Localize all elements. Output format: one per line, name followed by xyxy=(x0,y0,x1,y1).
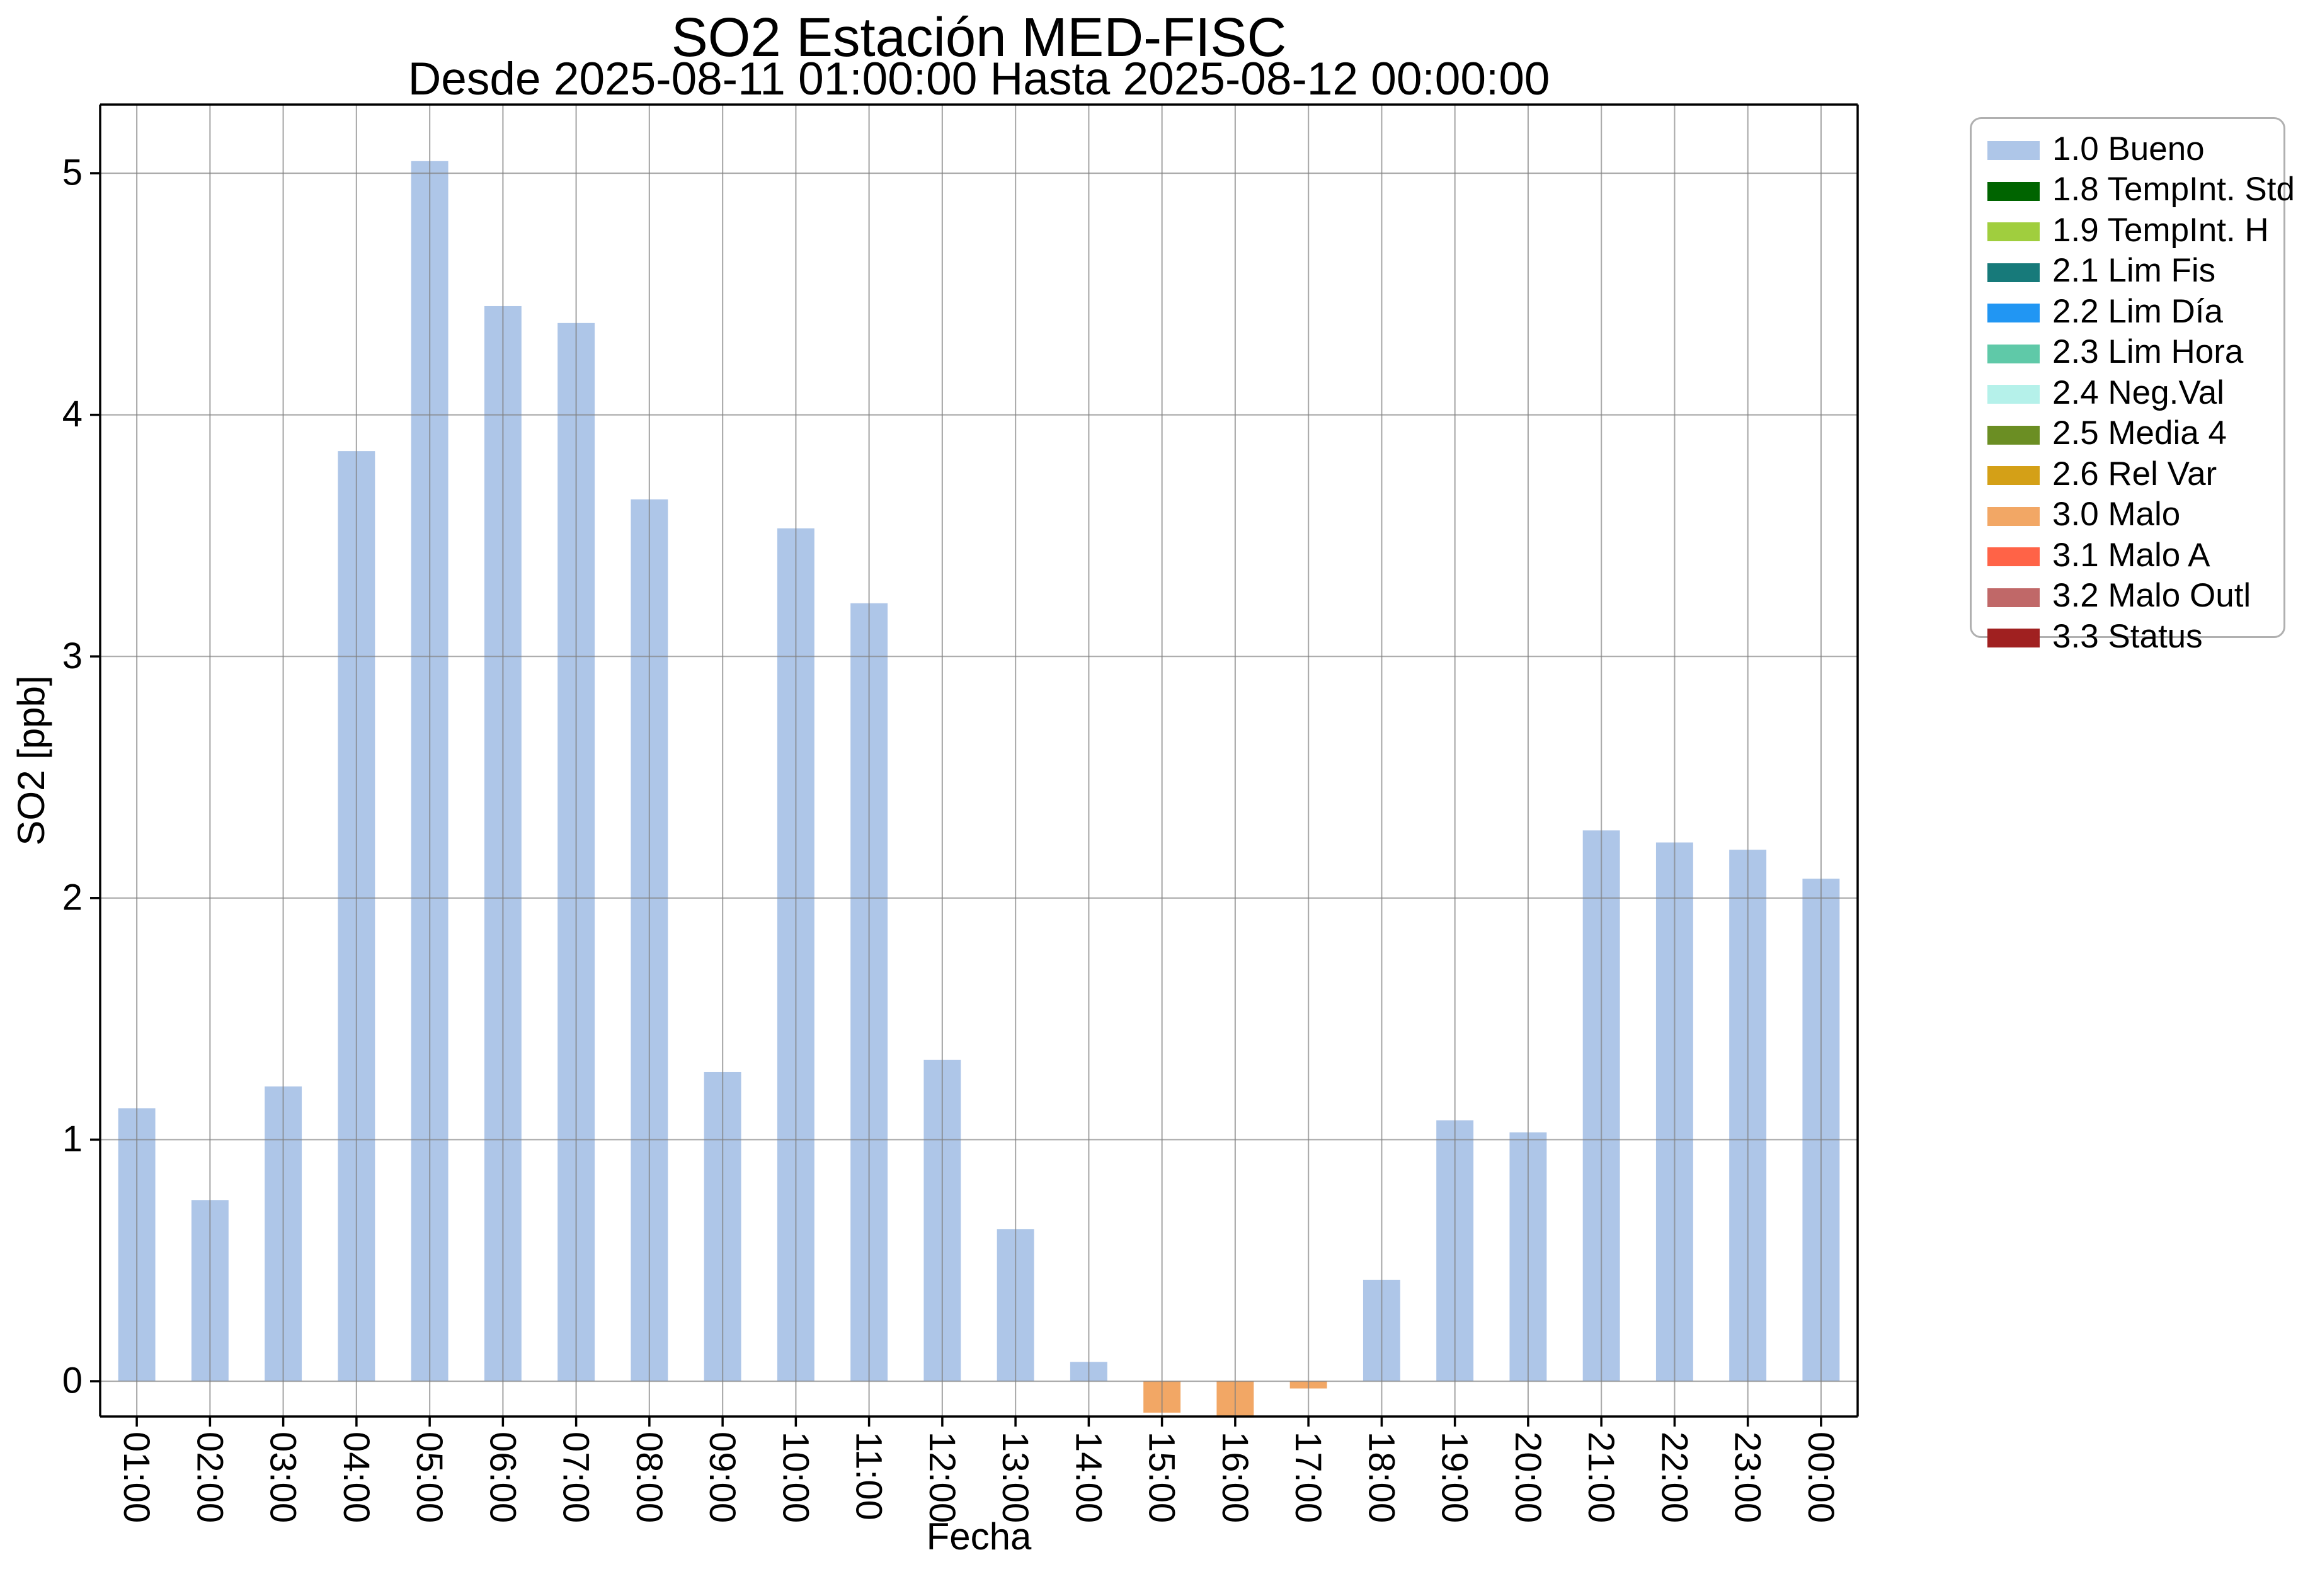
svg-text:18:00: 18:00 xyxy=(1361,1432,1402,1523)
svg-text:09:00: 09:00 xyxy=(702,1432,743,1523)
svg-text:23:00: 23:00 xyxy=(1727,1432,1768,1523)
svg-text:12:00: 12:00 xyxy=(922,1432,963,1523)
svg-text:01:00: 01:00 xyxy=(116,1432,157,1523)
svg-text:22:00: 22:00 xyxy=(1654,1432,1694,1523)
svg-text:08:00: 08:00 xyxy=(629,1432,670,1523)
svg-text:19:00: 19:00 xyxy=(1434,1432,1475,1523)
svg-text:04:00: 04:00 xyxy=(336,1432,377,1523)
svg-text:2: 2 xyxy=(62,877,83,918)
svg-text:1: 1 xyxy=(62,1119,83,1160)
svg-text:Fecha: Fecha xyxy=(927,1515,1032,1558)
svg-text:03:00: 03:00 xyxy=(263,1432,304,1523)
svg-text:11:00: 11:00 xyxy=(849,1432,889,1520)
svg-text:06:00: 06:00 xyxy=(482,1432,523,1523)
svg-text:00:00: 00:00 xyxy=(1800,1432,1841,1523)
svg-text:4: 4 xyxy=(62,394,83,435)
svg-text:15:00: 15:00 xyxy=(1141,1432,1182,1523)
svg-text:02:00: 02:00 xyxy=(189,1432,230,1523)
svg-text:07:00: 07:00 xyxy=(556,1432,597,1523)
svg-text:20:00: 20:00 xyxy=(1507,1432,1548,1523)
svg-text:14:00: 14:00 xyxy=(1068,1432,1109,1523)
svg-text:16:00: 16:00 xyxy=(1214,1432,1255,1523)
svg-text:13:00: 13:00 xyxy=(995,1432,1036,1523)
svg-text:0: 0 xyxy=(62,1360,83,1401)
svg-text:17:00: 17:00 xyxy=(1288,1432,1329,1523)
svg-text:21:00: 21:00 xyxy=(1580,1432,1621,1523)
svg-text:3: 3 xyxy=(62,636,83,676)
svg-text:5: 5 xyxy=(62,152,83,193)
svg-text:SO2 [ppb]: SO2 [ppb] xyxy=(10,675,52,845)
svg-text:10:00: 10:00 xyxy=(775,1432,816,1523)
svg-text:Desde 2025-08-11 01:00:00 Hast: Desde 2025-08-11 01:00:00 Hasta 2025-08-… xyxy=(408,54,1550,105)
svg-text:05:00: 05:00 xyxy=(409,1432,450,1523)
